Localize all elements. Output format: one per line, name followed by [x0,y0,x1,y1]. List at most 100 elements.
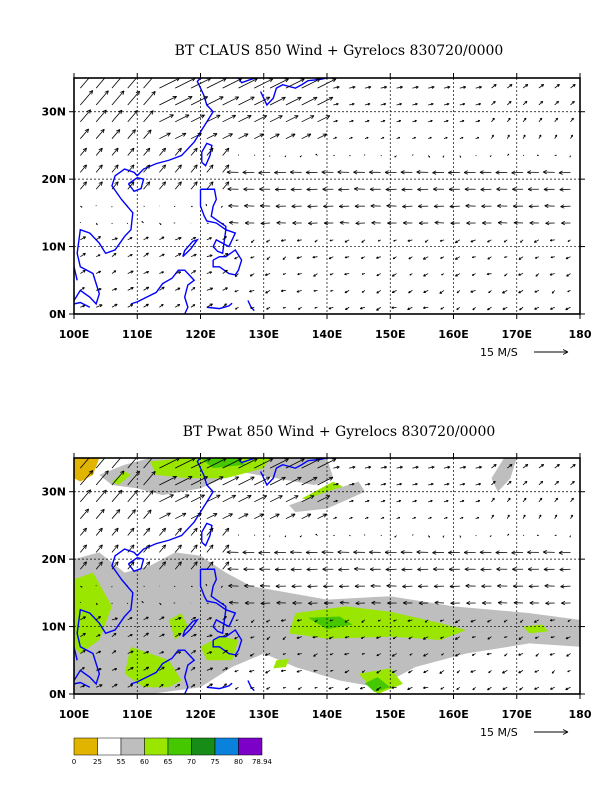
wind-vector [127,164,135,173]
wind-vector [229,600,239,605]
wind-vector [504,636,508,639]
wind-vector [567,670,571,673]
wind-vector [95,222,98,226]
wind-vector [506,153,510,156]
wind-vector [159,544,167,553]
wind-vector [159,114,174,123]
coastline [74,681,91,688]
wind-vector [111,668,118,671]
wind-vector [407,239,413,242]
wind-vector [338,187,350,192]
wind-vector [222,615,227,621]
y-tick-label: 20N [41,553,66,566]
wind-vector [428,499,433,503]
wind-vector [159,147,167,156]
wind-vector [265,670,271,674]
wind-vector [284,155,287,158]
wind-vector [143,458,153,469]
wind-vector [314,686,318,689]
wind-vector [402,584,413,589]
wind-vector [276,600,286,605]
wind-vector [423,653,429,657]
wind-vector [307,204,318,209]
wind-vector [439,619,445,622]
wind-vector [301,115,315,123]
wind-vector [502,670,508,674]
pwat-shade-14 [289,606,467,641]
wind-vector [427,155,431,158]
wind-vector [159,561,167,570]
wind-vector [266,256,271,260]
wind-vector [459,499,465,503]
wind-vector [80,205,83,208]
wind-vector [234,273,239,277]
wind-vector [360,636,366,639]
wind-vector [459,465,467,469]
wind-vector [466,220,476,226]
wind-vector [141,601,144,604]
wind-vector [126,602,129,605]
wind-vector [391,670,397,674]
wind-vector [344,256,350,259]
wind-vector [400,170,413,175]
wind-vector [253,154,256,156]
wind-vector [244,220,255,226]
wind-vector [259,583,271,588]
wind-vector [206,96,224,106]
wind-vector [424,619,429,623]
wind-vector [312,635,318,639]
wind-vector [344,636,350,639]
wind-vector [443,102,450,106]
wind-vector [321,170,334,175]
wind-vector [497,203,508,209]
wind-vector [111,489,123,503]
wind-vector [238,96,255,106]
wind-vector [159,236,165,241]
x-tick-label: 130E [249,328,279,341]
wind-vector [259,203,271,208]
wind-vector [416,170,429,175]
wind-vector [205,204,208,207]
wind-vector [455,273,461,277]
x-tick-label: 100E [59,328,89,341]
wind-vector [400,550,413,555]
wind-vector [491,117,495,123]
wind-vector [190,237,197,241]
wind-vector [95,561,103,570]
wind-vector [348,136,353,140]
wind-vector [448,550,460,555]
wind-vector [506,514,510,519]
wind-vector [306,187,318,192]
wind-vector [190,544,198,553]
wind-vector [174,147,182,156]
wind-vector [475,85,482,89]
wind-vector [175,287,181,291]
colorbar-swatch [97,737,122,756]
wind-vector [253,534,256,536]
wind-vector [454,619,461,624]
wind-vector [566,653,571,657]
wind-vector [227,186,239,192]
wind-vector [518,273,524,276]
wind-vector [329,619,334,622]
wind-vector [396,102,402,106]
wind-vector [370,203,381,209]
wind-vector [314,619,318,623]
wind-vector [285,115,299,123]
wind-vector [95,254,101,258]
wind-vector [522,83,529,89]
wind-vector [440,256,445,259]
wind-vector [455,653,461,657]
wind-vector [95,236,101,241]
wind-vector [518,653,524,656]
wind-vector [442,535,445,538]
wind-vector [222,513,233,520]
wind-vector [355,601,365,606]
coastline [212,229,237,255]
wind-vector [428,465,435,469]
x-tick-label: 150E [375,708,405,721]
wind-vector [338,204,350,209]
wind-vector [496,567,508,572]
wind-vector [80,252,86,258]
wind-vector [439,670,445,674]
